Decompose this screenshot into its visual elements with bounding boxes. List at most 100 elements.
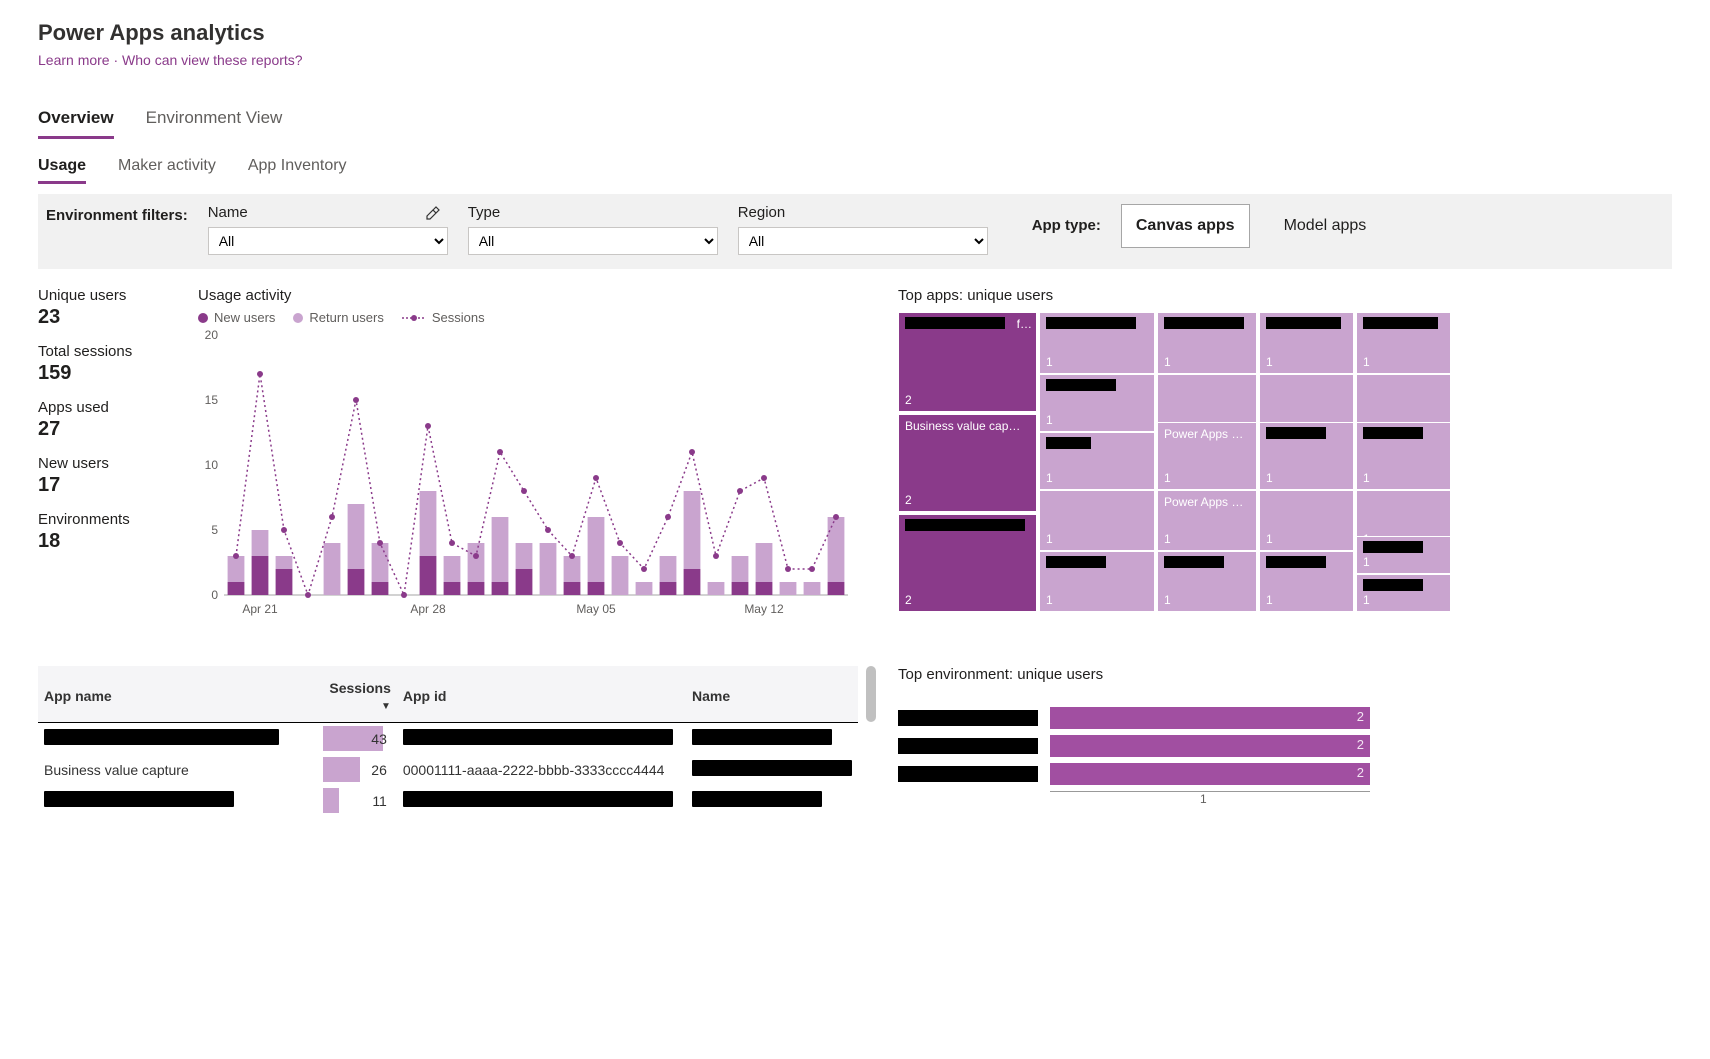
kpi-card: New users 17	[38, 455, 178, 497]
kpi-label: Unique users	[38, 287, 178, 304]
tab-app-inventory[interactable]: App Inventory	[248, 157, 347, 184]
redacted-label	[1164, 556, 1224, 568]
kpi-card: Total sessions 159	[38, 343, 178, 385]
tab-usage[interactable]: Usage	[38, 157, 86, 184]
treemap-cell[interactable]: 1	[1356, 422, 1451, 490]
svg-text:Apr 28: Apr 28	[410, 602, 446, 616]
learn-more-link[interactable]: Learn more	[38, 52, 110, 68]
treemap-cell[interactable]: 1	[1356, 312, 1451, 374]
apptype-canvas-button[interactable]: Canvas apps	[1121, 204, 1250, 248]
env-bar: 2	[1050, 707, 1370, 729]
redacted-label	[1363, 541, 1423, 553]
usage-chart[interactable]: 05101520Apr 21Apr 28May 05May 12	[198, 325, 858, 625]
redacted-label	[898, 766, 1038, 782]
env-name-cell	[686, 723, 858, 755]
col-app-id[interactable]: App id	[397, 666, 686, 723]
treemap-cell[interactable]: 1	[1039, 551, 1155, 612]
redacted-label	[1046, 379, 1116, 391]
treemap-cell[interactable]: 1	[1157, 551, 1257, 612]
table-row[interactable]: 43	[38, 723, 858, 755]
table-row[interactable]: Business value capture2600001111-aaaa-22…	[38, 754, 858, 785]
secondary-tabs: Usage Maker activity App Inventory	[38, 157, 1672, 184]
treemap-cell[interactable]: 1	[1259, 490, 1354, 551]
treemap-cell[interactable]: 1	[1356, 574, 1451, 612]
treemap-cell-count: 1	[1164, 593, 1171, 607]
treemap-cell-count: 1	[1266, 471, 1273, 485]
env-name-cell	[686, 785, 858, 816]
env-chart[interactable]: 2 2 2	[898, 707, 1672, 785]
treemap-cell-label: Power Apps …	[1164, 427, 1250, 441]
treemap-cell[interactable]: Power Apps …1	[1157, 422, 1257, 490]
svg-text:May 12: May 12	[744, 602, 784, 616]
col-app-name[interactable]: App name	[38, 666, 323, 723]
redacted-label	[1046, 317, 1136, 329]
filter-region-select[interactable]: All	[738, 227, 988, 255]
treemap-chart[interactable]: f…2Business value cap…22111111111Power A…	[898, 312, 1451, 612]
redacted-label	[1046, 556, 1106, 568]
env-chart-axis: 1	[1050, 791, 1370, 809]
env-bar-row[interactable]: 2	[898, 707, 1672, 729]
scrollbar[interactable]	[866, 666, 876, 722]
treemap-cell[interactable]: 1	[1039, 312, 1155, 374]
treemap-cell[interactable]: f… 2	[898, 312, 1037, 412]
treemap-cell[interactable]: 1	[1039, 432, 1155, 490]
treemap-cell-label: f…	[1017, 317, 1032, 331]
tab-environment-view[interactable]: Environment View	[146, 108, 283, 139]
filter-type-select[interactable]: All	[468, 227, 718, 255]
svg-text:20: 20	[205, 328, 219, 342]
treemap-cell[interactable]: 1	[1259, 422, 1354, 490]
svg-text:15: 15	[205, 393, 219, 407]
usage-chart-legend: New users Return users Sessions	[198, 310, 878, 325]
table-row[interactable]: 11	[38, 785, 858, 816]
app-id-cell: 00001111-aaaa-2222-bbbb-3333cccc4444	[397, 754, 686, 785]
apptype-model-button[interactable]: Model apps	[1270, 205, 1381, 247]
tab-maker-activity[interactable]: Maker activity	[118, 157, 216, 184]
treemap-cell[interactable]: Business value cap…2	[898, 414, 1037, 512]
treemap-cell-count: 1	[1046, 593, 1053, 607]
col-sessions[interactable]: Sessions ▼	[323, 666, 396, 723]
sessions-cell: 11	[323, 785, 396, 816]
kpi-column: Unique users 23 Total sessions 159 Apps us…	[38, 287, 178, 630]
treemap-cell-count: 2	[905, 493, 912, 507]
kpi-card: Unique users 23	[38, 287, 178, 329]
apps-table-block: App name Sessions ▼ App id Name 43Busine…	[38, 666, 858, 816]
primary-tabs: Overview Environment View	[38, 108, 1672, 139]
treemap-cell[interactable]: 2	[898, 514, 1037, 612]
env-bar-row[interactable]: 2	[898, 763, 1672, 785]
env-bar-row[interactable]: 2	[898, 735, 1672, 757]
sessions-cell: 43	[323, 723, 396, 755]
treemap-cell-count: 1	[1363, 355, 1370, 369]
kpi-label: Total sessions	[38, 343, 178, 360]
treemap-cell[interactable]: 1	[1259, 551, 1354, 612]
col-env-name[interactable]: Name	[686, 666, 858, 723]
treemap-cell[interactable]: 1	[1039, 490, 1155, 551]
redacted-label	[905, 317, 1005, 329]
app-id-cell	[397, 785, 686, 816]
treemap-cell[interactable]: Power Apps …1	[1157, 490, 1257, 551]
treemap-cell[interactable]: 1	[1259, 312, 1354, 374]
sort-desc-icon: ▼	[381, 701, 391, 712]
header-links: Learn more · Who can view these reports?	[38, 52, 1672, 68]
kpi-card: Apps used 27	[38, 399, 178, 441]
usage-chart-block: Usage activity New users Return users Se…	[198, 287, 878, 630]
kpi-value: 23	[38, 306, 178, 329]
treemap-cell[interactable]: 1	[1356, 536, 1451, 574]
redacted-label	[692, 729, 832, 745]
kpi-label: New users	[38, 455, 178, 472]
treemap-cell[interactable]: 1	[1157, 312, 1257, 374]
treemap-cell-count: 2	[905, 393, 912, 407]
svg-text:May 05: May 05	[576, 602, 616, 616]
treemap-cell-count: 1	[1363, 471, 1370, 485]
filter-name-select[interactable]: All	[208, 227, 448, 255]
redacted-label	[1266, 317, 1341, 329]
treemap-cell-count: 1	[1164, 355, 1171, 369]
tab-overview[interactable]: Overview	[38, 108, 114, 139]
eraser-icon[interactable]	[424, 205, 440, 221]
svg-text:Apr 21: Apr 21	[242, 602, 278, 616]
apptype-label: App type:	[1032, 216, 1101, 236]
who-can-view-link[interactable]: Who can view these reports?	[122, 52, 303, 68]
kpi-card: Environments 18	[38, 511, 178, 553]
svg-text:0: 0	[211, 588, 218, 602]
treemap-cell-count: 1	[1046, 413, 1053, 427]
treemap-cell[interactable]: 1	[1039, 374, 1155, 432]
